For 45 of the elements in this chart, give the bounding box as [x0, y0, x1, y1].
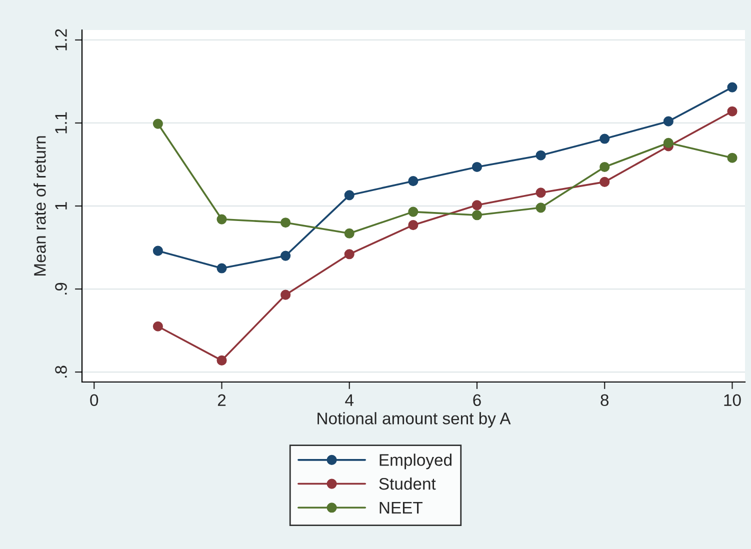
point [280, 218, 291, 228]
point [727, 152, 738, 163]
legend-label: Employed [380, 454, 452, 470]
point [280, 290, 291, 300]
point [152, 246, 163, 256]
point [152, 321, 163, 332]
y-tick-label: .8 [55, 366, 67, 378]
legend-label: Student [379, 478, 436, 490]
y-tick-label: 1 [55, 202, 67, 210]
point [472, 162, 482, 172]
point [408, 220, 418, 230]
point [216, 355, 227, 366]
point [727, 106, 738, 116]
x-tick-label: 0 [90, 394, 98, 406]
x-tick-label: 8 [600, 394, 609, 406]
point [663, 116, 674, 126]
point [472, 200, 482, 210]
point [344, 249, 354, 260]
x-tick-label: 10 [724, 394, 741, 406]
point [280, 250, 291, 261]
point [600, 134, 610, 144]
point [152, 118, 163, 129]
point [216, 263, 227, 274]
y-tick-label: 1.2 [55, 29, 67, 50]
y-tick-label: 1.1 [55, 112, 67, 134]
x-tick-label: 6 [473, 394, 481, 406]
point [344, 190, 354, 200]
legend-label: NEET [380, 502, 423, 514]
y-tick-label: .9 [55, 282, 67, 294]
point [727, 82, 738, 92]
point [536, 150, 546, 160]
point [408, 176, 418, 186]
point [663, 138, 674, 148]
x-tick-label: 2 [218, 394, 226, 406]
point [600, 162, 610, 172]
x-axis-title: Notional amount sent by A [318, 412, 511, 428]
point [472, 210, 482, 220]
point [536, 188, 546, 198]
x-tick-label: 4 [345, 394, 354, 406]
point [408, 206, 418, 217]
point [344, 228, 354, 238]
point [600, 176, 610, 187]
point [536, 202, 546, 213]
y-axis-title: Mean rate of return [34, 136, 46, 276]
point [216, 214, 227, 224]
